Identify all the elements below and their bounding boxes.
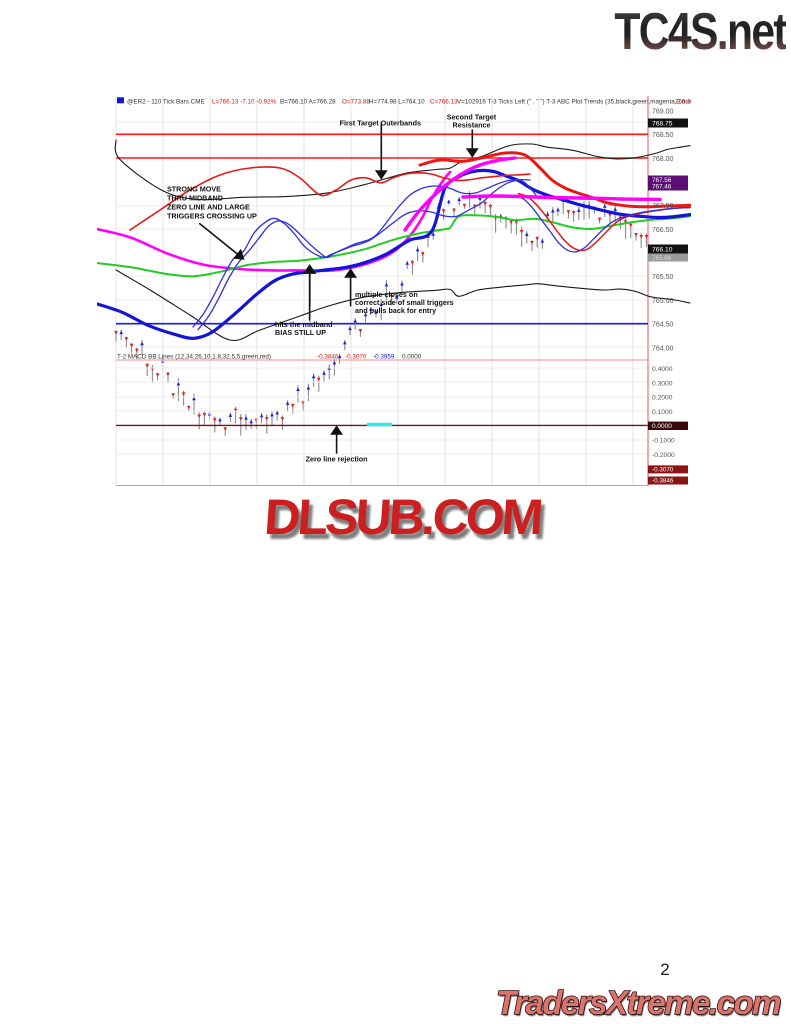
svg-text:0.3000: 0.3000 [652,380,673,387]
svg-text:TRIGGERS CROSSING UP: TRIGGERS CROSSING UP [167,212,257,221]
svg-text:C=766.13: C=766.13 [430,98,458,105]
svg-text:765.50: 765.50 [652,274,674,281]
svg-text:O=773.88: O=773.88 [342,98,370,105]
svg-text:767.46: 767.46 [652,184,672,191]
svg-text:@ER2 - 110 Tick Bars CME: @ER2 - 110 Tick Bars CME [127,98,205,105]
svg-text:-0.3959: -0.3959 [373,354,395,361]
svg-text:-0.2000: -0.2000 [652,452,675,459]
svg-text:766.08: 766.08 [675,98,691,105]
svg-text:B=766.10 A=766.28: B=766.10 A=766.28 [280,98,336,105]
svg-text:0.1000: 0.1000 [652,409,673,416]
svg-text:T-2 MACD BB Lines (12,34,26,1: T-2 MACD BB Lines (12,34,26,10,1.8,32,5,… [117,354,271,361]
svg-text:767.00: 767.00 [652,203,674,210]
svg-text:ZERO LINE AND LARGE: ZERO LINE AND LARGE [167,203,250,212]
svg-text:THRU MIDBAND: THRU MIDBAND [167,194,223,203]
svg-text:765.96: 765.96 [652,255,672,262]
svg-text:0.4000: 0.4000 [652,366,673,373]
svg-text:765.00: 765.00 [652,298,674,305]
svg-text:First Target Outerbands: First Target Outerbands [340,119,421,128]
svg-text:-0.3846: -0.3846 [652,478,674,485]
svg-text:764.00: 764.00 [652,345,674,352]
svg-text:-0.3846: -0.3846 [317,354,339,361]
svg-text:BIAS STILL UP: BIAS STILL UP [275,328,326,337]
svg-text:-0.3070: -0.3070 [652,466,674,473]
svg-text:768.00: 768.00 [652,156,674,163]
svg-text:Resistance: Resistance [453,121,491,130]
svg-text:-0.3070: -0.3070 [345,354,367,361]
svg-text:STRONG MOVE: STRONG MOVE [167,185,221,194]
svg-text:and pulls back for entry: and pulls back for entry [355,306,436,315]
svg-text:769.00: 769.00 [652,109,674,116]
svg-text:766.10: 766.10 [652,247,673,254]
svg-text:H=774.98 L=764.10: H=774.98 L=764.10 [369,98,425,105]
svg-text:0.2000: 0.2000 [652,395,673,402]
svg-text:L=766.13 -7.10 -0.92%: L=766.13 -7.10 -0.92% [212,98,277,105]
svg-text:766.50: 766.50 [652,227,674,234]
svg-text:764.50: 764.50 [652,322,674,329]
svg-text:768.50: 768.50 [652,132,674,139]
svg-text:0.0000: 0.0000 [652,423,672,430]
svg-text:0.0000: 0.0000 [402,354,422,361]
svg-text:768.75: 768.75 [652,121,673,128]
svg-text:V=102916 T-3 Ticks Left (" .: V=102916 T-3 Ticks Left (" . " ") T-3 AB… [457,98,691,105]
svg-text:Zero line rejection: Zero line rejection [306,455,368,464]
svg-text:-0.1000: -0.1000 [652,438,675,445]
